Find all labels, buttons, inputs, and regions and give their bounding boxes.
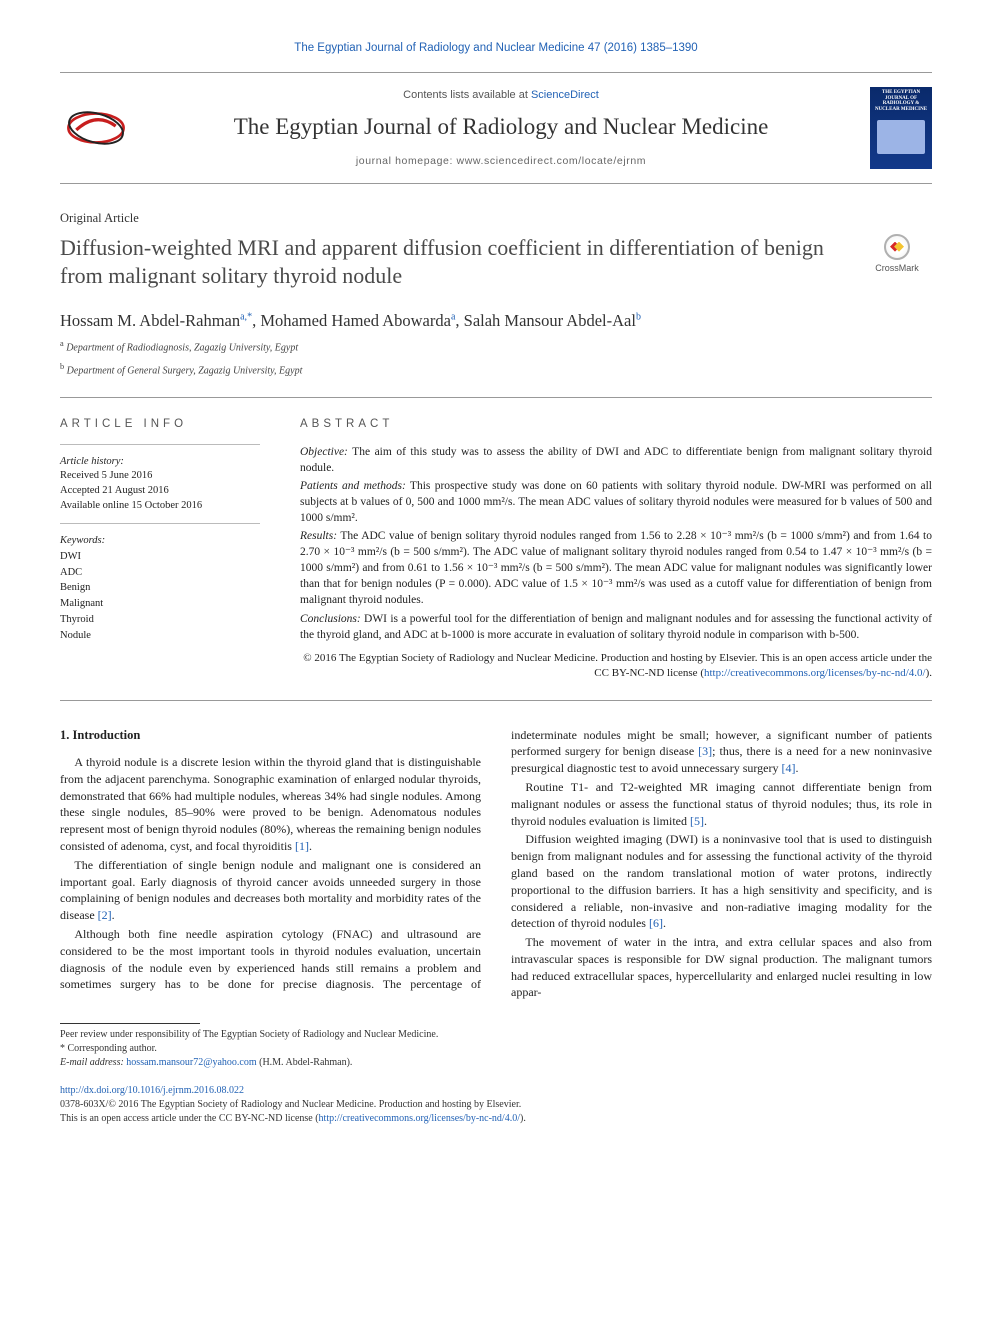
history-label: Article history: [60, 455, 260, 470]
contents-available: Contents lists available at ScienceDirec… [148, 88, 854, 103]
keywords-label: Keywords: [60, 534, 260, 549]
author-2: , Mohamed Hamed Abowarda [252, 311, 451, 330]
author-1: Hossam M. Abdel-Rahman [60, 311, 240, 330]
ref-4[interactable]: [4] [782, 761, 796, 775]
info-rule [60, 444, 260, 445]
affiliation-a: a Department of Radiodiagnosis, Zagazig … [60, 338, 932, 355]
article-title: Diffusion-weighted MRI and apparent diff… [60, 234, 842, 291]
journal-title: The Egyptian Journal of Radiology and Nu… [148, 111, 854, 143]
footnotes: Peer review under responsibility of The … [60, 1028, 932, 1070]
section-1-heading: 1. Introduction [60, 727, 481, 745]
affiliation-b: b Department of General Surgery, Zagazig… [60, 361, 932, 378]
article-info-heading: ARTICLE INFO [60, 416, 260, 432]
abs-results: The ADC value of benign solitary thyroid… [300, 530, 932, 606]
author-3: , Salah Mansour Abdel-Aal [455, 311, 636, 330]
ref-6[interactable]: [6] [649, 916, 663, 930]
keyword-item: ADC [60, 566, 260, 581]
abstract-heading: ABSTRACT [300, 416, 932, 432]
ref-1[interactable]: [1] [295, 839, 309, 853]
ref-3[interactable]: [3] [698, 744, 712, 758]
peer-review-note: Peer review under responsibility of The … [60, 1028, 932, 1042]
doi-link[interactable]: http://dx.doi.org/10.1016/j.ejrnm.2016.0… [60, 1085, 244, 1096]
para-5: Routine T1- and T2-weighted MR imaging c… [511, 780, 932, 828]
keywords-list: DWI ADC Benign Malignant Thyroid Nodule [60, 550, 260, 643]
abs-objective: The aim of this study was to assess the … [300, 446, 932, 474]
history-accepted: Accepted 21 August 2016 [60, 484, 260, 499]
journal-homepage: journal homepage: www.sciencedirect.com/… [148, 154, 854, 169]
para-1: A thyroid nodule is a discrete lesion wi… [60, 755, 481, 853]
cover-image-placeholder [877, 120, 925, 154]
ref-5[interactable]: [5] [690, 814, 704, 828]
corresponding-author-label: * Corresponding author. [60, 1042, 932, 1056]
history-received: Received 5 June 2016 [60, 469, 260, 484]
author-email-link[interactable]: hossam.mansour72@yahoo.com [126, 1057, 256, 1068]
license-suffix: ). [520, 1113, 526, 1124]
license-link[interactable]: http://creativecommons.org/licenses/by-n… [704, 667, 926, 679]
society-logo [60, 102, 132, 154]
para-2: The differentiation of single benign nod… [60, 858, 481, 922]
contents-prefix: Contents lists available at [403, 89, 531, 101]
crossmark-label: CrossMark [875, 263, 919, 273]
journal-cover-thumbnail: THE EGYPTIAN JOURNAL OF RADIOLOGY & NUCL… [870, 87, 932, 169]
sciencedirect-link[interactable]: ScienceDirect [531, 89, 599, 101]
para-7: The movement of water in the intra, and … [511, 935, 932, 999]
keyword-item: DWI [60, 550, 260, 565]
para-6: Diffusion weighted imaging (DWI) is a no… [511, 832, 932, 930]
abs-conclusions: DWI is a powerful tool for the different… [300, 613, 932, 641]
crossmark-icon [884, 234, 910, 260]
keyword-item: Nodule [60, 629, 260, 644]
citation-line: The Egyptian Journal of Radiology and Nu… [60, 40, 932, 56]
abs-conclusions-label: Conclusions: [300, 613, 361, 625]
doi-block: http://dx.doi.org/10.1016/j.ejrnm.2016.0… [60, 1084, 932, 1126]
abstract-column: ABSTRACT Objective: The aim of this stud… [300, 416, 932, 682]
keyword-item: Malignant [60, 597, 260, 612]
history-online: Available online 15 October 2016 [60, 499, 260, 514]
affil-sup-b: b [636, 311, 641, 322]
footnote-rule [60, 1023, 200, 1024]
license-link-footer[interactable]: http://creativecommons.org/licenses/by-n… [319, 1113, 520, 1124]
article-type: Original Article [60, 210, 932, 228]
abs-methods-label: Patients and methods: [300, 480, 406, 492]
abstract-copyright: © 2016 The Egyptian Society of Radiology… [300, 651, 932, 682]
article-info-column: ARTICLE INFO Article history: Received 5… [60, 416, 260, 682]
body-text: 1. Introduction A thyroid nodule is a di… [60, 727, 932, 1002]
issn-copyright: 0378-603X/© 2016 The Egyptian Society of… [60, 1098, 932, 1112]
ref-2[interactable]: [2] [98, 908, 112, 922]
crossmark-badge[interactable]: CrossMark [862, 234, 932, 275]
cover-text: THE EGYPTIAN JOURNAL OF RADIOLOGY & NUCL… [872, 90, 930, 112]
authors-line: Hossam M. Abdel-Rahmana,*, Mohamed Hamed… [60, 309, 932, 332]
keyword-item: Benign [60, 581, 260, 596]
journal-header: Contents lists available at ScienceDirec… [60, 72, 932, 184]
info-rule-2 [60, 523, 260, 524]
keyword-item: Thyroid [60, 613, 260, 628]
abs-objective-label: Objective: [300, 446, 348, 458]
email-suffix: (H.M. Abdel-Rahman). [257, 1057, 353, 1068]
abs-results-label: Results: [300, 530, 337, 542]
license-prefix: This is an open access article under the… [60, 1113, 319, 1124]
email-label: E-mail address: [60, 1057, 126, 1068]
